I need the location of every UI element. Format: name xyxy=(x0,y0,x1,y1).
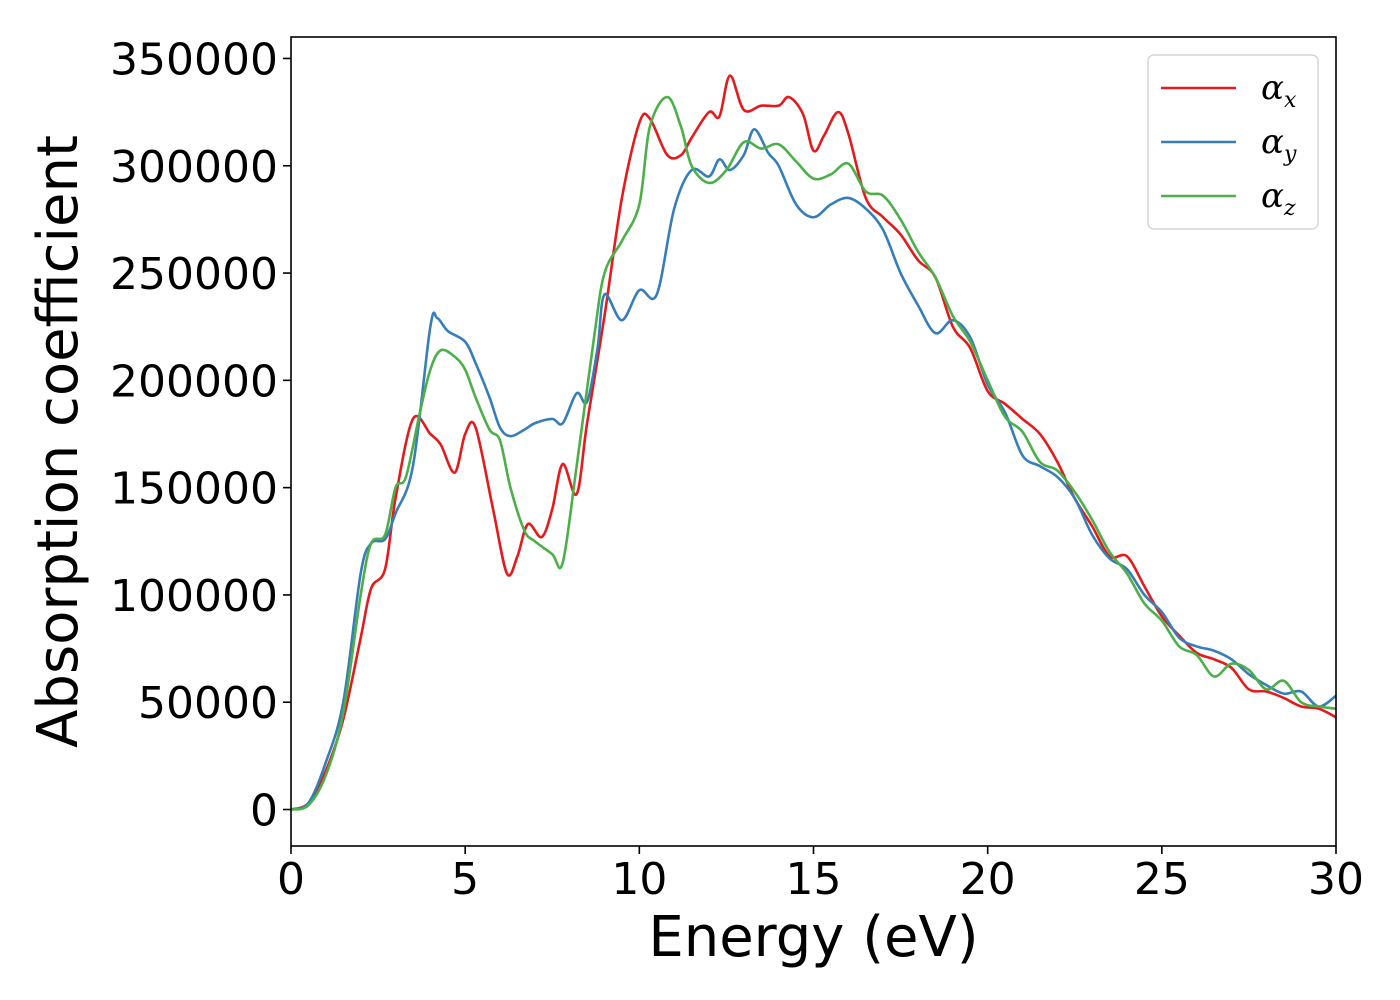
x-tick-label: 25 xyxy=(1134,854,1190,905)
series-line-z xyxy=(291,95,1336,811)
x-tick-label: 15 xyxy=(786,854,842,905)
y-tick-label: 50000 xyxy=(138,678,278,729)
legend-label-z: αz xyxy=(1261,176,1296,221)
y-tick-label: 0 xyxy=(250,786,278,837)
x-tick-label: 5 xyxy=(451,854,479,905)
legend: αx αy αz xyxy=(1147,54,1319,230)
y-tick-label: 100000 xyxy=(110,571,278,622)
y-axis: 0 50000 100000 150000 200000 250000 300000 3500… xyxy=(110,34,291,837)
x-axis-title: Energy (eV) xyxy=(648,905,978,970)
y-tick-label: 350000 xyxy=(110,34,278,85)
series-line-x xyxy=(291,74,1336,811)
y-axis-title: Absorption coefficient xyxy=(26,135,91,748)
x-tick-label: 30 xyxy=(1308,854,1364,905)
x-tick-label: 10 xyxy=(611,854,667,905)
x-tick-label: 0 xyxy=(277,854,305,905)
series-line-y xyxy=(291,127,1336,811)
x-tick-label: 20 xyxy=(960,854,1016,905)
y-tick-label: 200000 xyxy=(110,356,278,407)
y-tick-label: 300000 xyxy=(110,142,278,193)
y-tick-label: 150000 xyxy=(110,464,278,515)
series-layer xyxy=(291,74,1336,811)
x-axis: 0 5 10 15 20 25 30 xyxy=(277,846,1364,905)
legend-label-x: αx xyxy=(1261,68,1297,113)
legend-label-y: αy xyxy=(1261,122,1297,167)
y-tick-label: 250000 xyxy=(110,249,278,300)
